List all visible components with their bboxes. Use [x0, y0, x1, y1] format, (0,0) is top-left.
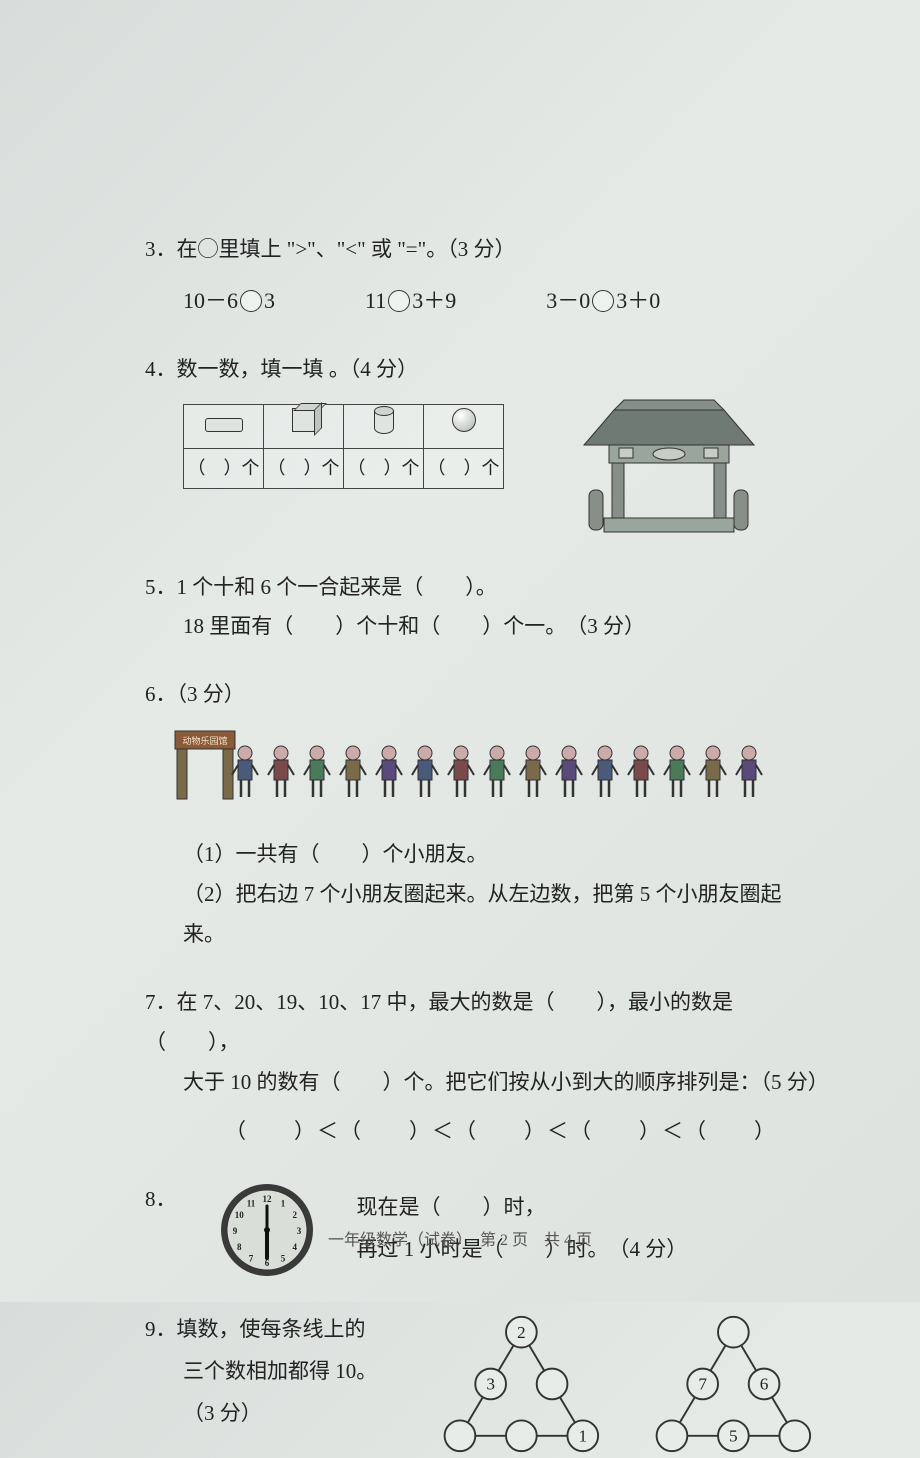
q7-ordering: （ ）＜（ ）＜（ ）＜（ ）＜（ ） [225, 1112, 820, 1152]
q4-prompt: 4．数一数，填一填 。（4 分） [145, 357, 418, 381]
q5-line2: 18 里面有（ ）个十和（ ）个一。 （3 分） [183, 607, 820, 647]
svg-text:5: 5 [729, 1427, 738, 1446]
q7-line2: 大于 10 的数有（ ）个。把它们按从小到大的顺序排列是：（5 分） [183, 1063, 820, 1103]
cuboid-icon [205, 418, 243, 432]
q3-equations: 10－63 113＋9 3－03＋0 [183, 280, 820, 322]
q6-header: 6．（3 分） [145, 675, 820, 715]
q6-sub2: （2）把右边 7 个小朋友圈起来。从左边数，把第 5 个小朋友圈起来。 [183, 875, 820, 955]
svg-text:11: 11 [246, 1199, 255, 1209]
svg-text:1: 1 [280, 1199, 285, 1209]
sphere-icon [452, 408, 476, 432]
compare-circle [592, 290, 614, 312]
question-5: 5．1 个十和 6 个一合起来是（ ）。 18 里面有（ ）个十和（ ）个一。 … [145, 568, 820, 648]
svg-text:7: 7 [248, 1254, 253, 1264]
q4-blank: （ ）个 [264, 448, 344, 488]
question-7: 7．在 7、20、19、10、17 中，最大的数是（ ），最小的数是（ ）， 大… [145, 983, 820, 1153]
q9-line2: 三个数相加都得 10。（3 分） [183, 1350, 395, 1434]
q4-blank: （ ）个 [424, 448, 504, 488]
question-4: 4．数一数，填一填 。（4 分） （ ）个 （ ）个 （ ）个 （ ）个 [145, 350, 820, 540]
svg-text:3: 3 [486, 1375, 495, 1394]
q6-sub1: （1）一共有（ ）个小朋友。 [183, 835, 820, 875]
triangle-2: 7 6 5 [647, 1308, 820, 1458]
svg-text:12: 12 [262, 1194, 272, 1204]
q3-eq1: 10－63 [183, 280, 275, 322]
gate-label: 动物乐园馆 [182, 735, 227, 746]
question-9: 9．填数，使每条线上的 三个数相加都得 10。（3 分） 2 3 1 7 6 5 [145, 1308, 820, 1458]
svg-text:10: 10 [234, 1210, 244, 1220]
svg-text:2: 2 [517, 1323, 526, 1342]
svg-text:1: 1 [578, 1427, 587, 1446]
svg-text:6: 6 [760, 1375, 769, 1394]
q8-num: 8． [145, 1180, 177, 1220]
q3-eq3: 3－03＋0 [546, 280, 660, 322]
q4-shape-cuboid [184, 404, 264, 448]
page-footer: 一年级数学（试卷） 第 2 页 共 4 页 [0, 1226, 920, 1250]
compare-circle [240, 290, 262, 312]
q7-line1: 7．在 7、20、19、10、17 中，最大的数是（ ），最小的数是（ ）， [145, 983, 820, 1063]
worksheet-page: 3．在◯里填上 ">"、"<" 或 "="。（3 分） 10－63 113＋9 … [0, 0, 920, 1302]
pavilion-illustration [564, 390, 774, 540]
q3-prompt: 3．在◯里填上 ">"、"<" 或 "="。（3 分） [145, 237, 515, 261]
q4-shape-sphere [424, 404, 504, 448]
svg-text:5: 5 [280, 1254, 285, 1264]
q4-table: （ ）个 （ ）个 （ ）个 （ ）个 [183, 404, 504, 489]
q4-blank: （ ）个 [344, 448, 424, 488]
question-6: 6．（3 分） 动物乐园馆 （1）一共有（ ）个小朋友。 （2）把右边 7 个小… [145, 675, 820, 954]
cylinder-icon [374, 406, 394, 434]
cube-icon [292, 408, 316, 432]
svg-text:7: 7 [699, 1375, 708, 1394]
q8-line1: 现在是（ ）时， [357, 1186, 688, 1228]
q4-blank: （ ）个 [184, 448, 264, 488]
compare-circle [388, 290, 410, 312]
svg-text:2: 2 [292, 1210, 297, 1220]
children-illustration: 动物乐园馆 [173, 723, 793, 803]
question-3: 3．在◯里填上 ">"、"<" 或 "="。（3 分） 10－63 113＋9 … [145, 230, 820, 322]
q9-line1: 9．填数，使每条线上的 [145, 1308, 395, 1350]
q5-line1: 5．1 个十和 6 个一合起来是（ ）。 [145, 568, 820, 608]
triangle-1: 2 3 1 [435, 1308, 608, 1458]
q4-shape-cube [264, 404, 344, 448]
q4-shape-cylinder [344, 404, 424, 448]
q3-eq2: 113＋9 [365, 280, 456, 322]
